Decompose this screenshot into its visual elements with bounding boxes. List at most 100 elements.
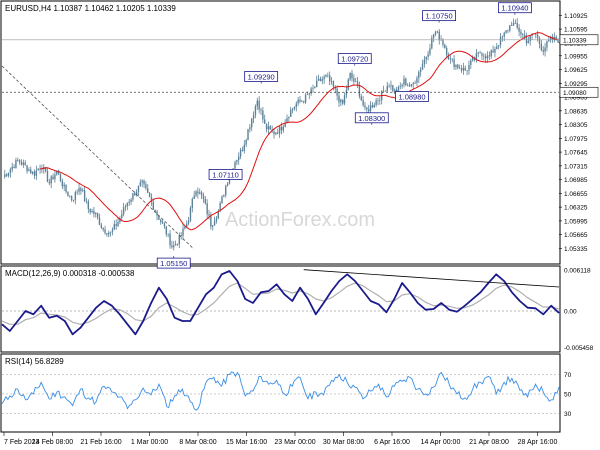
candle-body bbox=[327, 75, 329, 76]
candle-body bbox=[256, 100, 258, 107]
candle-body bbox=[169, 233, 171, 246]
candle-body bbox=[11, 166, 13, 170]
candle-body bbox=[432, 34, 435, 38]
candle-body bbox=[347, 79, 349, 90]
candle-body bbox=[89, 208, 91, 213]
candle-body bbox=[7, 172, 10, 176]
candle-body bbox=[369, 105, 372, 112]
candle-body bbox=[436, 31, 439, 33]
candle-body bbox=[135, 191, 138, 196]
candle-body bbox=[30, 169, 32, 174]
candle-body bbox=[460, 68, 463, 71]
y-tick-label: 1.05335 bbox=[564, 246, 588, 253]
candle-body bbox=[59, 173, 62, 182]
price-label-box bbox=[208, 169, 243, 180]
candle-body bbox=[393, 89, 396, 92]
candle-body bbox=[505, 30, 507, 33]
candle-body bbox=[410, 84, 413, 87]
candle-body bbox=[458, 68, 461, 69]
x-tick-label: 14 Feb 08:00 bbox=[32, 439, 73, 446]
candle-body bbox=[284, 122, 286, 127]
y-tick-label: 1.07315 bbox=[564, 163, 588, 170]
price-label-box bbox=[244, 71, 279, 82]
candle-body bbox=[141, 180, 143, 183]
candle-body bbox=[251, 118, 253, 128]
candle-body bbox=[87, 201, 90, 209]
candle-body bbox=[425, 56, 427, 60]
candle-body bbox=[303, 101, 305, 103]
candle-body bbox=[137, 185, 140, 192]
candle-body bbox=[510, 25, 513, 26]
candle-body bbox=[41, 168, 43, 170]
candle-body bbox=[490, 50, 492, 57]
candle-body bbox=[18, 160, 21, 163]
price-label-text: 1.08300 bbox=[358, 114, 385, 123]
price-label-box bbox=[337, 53, 372, 64]
x-tick-label: 6 Apr 16:00 bbox=[374, 439, 410, 446]
candle-body bbox=[104, 229, 106, 234]
candle-body bbox=[117, 222, 119, 226]
candle-body bbox=[557, 40, 559, 43]
y-tick-label: 1.08305 bbox=[564, 122, 588, 129]
candle-body bbox=[371, 105, 374, 108]
x-tick-label: 23 Mar 00:00 bbox=[274, 439, 315, 446]
candle-body bbox=[314, 87, 316, 88]
candle-body bbox=[306, 94, 309, 96]
candle-body bbox=[212, 225, 214, 227]
candle-body bbox=[464, 67, 466, 71]
candle-body bbox=[83, 190, 86, 201]
candle-body bbox=[267, 126, 270, 130]
candle-body bbox=[150, 197, 153, 202]
candle-body bbox=[419, 69, 422, 72]
candle-body bbox=[39, 168, 41, 170]
candle-body bbox=[438, 31, 440, 41]
macd-panel bbox=[0, 265, 561, 353]
candle-body bbox=[444, 44, 446, 49]
candle-body bbox=[457, 64, 459, 69]
candle-body bbox=[4, 174, 6, 177]
candle-body bbox=[130, 199, 132, 202]
candle-body bbox=[351, 73, 353, 79]
candle-body bbox=[44, 166, 47, 172]
candle-body bbox=[173, 245, 175, 248]
candle-body bbox=[525, 37, 528, 44]
candle-body bbox=[481, 53, 483, 56]
candle-body bbox=[520, 31, 522, 35]
candle-body bbox=[486, 55, 489, 59]
candle-body bbox=[95, 213, 97, 214]
candle-body bbox=[286, 118, 288, 123]
candle-body bbox=[204, 198, 207, 204]
x-tick-label: 21 Apr 08:00 bbox=[469, 439, 509, 446]
candle-body bbox=[544, 47, 546, 52]
candle-body bbox=[102, 227, 104, 230]
candle-body bbox=[379, 99, 381, 101]
candle-body bbox=[100, 224, 103, 228]
candle-body bbox=[340, 99, 342, 103]
macd-y-tick-label: 0.006118 bbox=[564, 268, 591, 275]
candle-body bbox=[408, 85, 411, 87]
candle-body bbox=[291, 108, 294, 111]
candle-body bbox=[65, 184, 67, 192]
candle-body bbox=[401, 84, 403, 87]
candle-body bbox=[499, 36, 502, 46]
x-tick-label: 7 Feb 2023 bbox=[4, 439, 40, 446]
x-tick-label: 8 Mar 08:00 bbox=[179, 439, 216, 446]
candle-body bbox=[445, 48, 448, 56]
candle-body bbox=[33, 171, 36, 176]
candle-body bbox=[278, 126, 281, 134]
candle-body bbox=[399, 86, 401, 87]
candle-body bbox=[148, 192, 151, 198]
candle-body bbox=[264, 119, 266, 124]
candle-body bbox=[282, 126, 284, 131]
candle-body bbox=[427, 54, 429, 57]
watermark: ActionForex.com bbox=[225, 209, 375, 231]
candle-body bbox=[160, 219, 162, 223]
candle-body bbox=[484, 56, 487, 59]
candle-body bbox=[299, 99, 301, 102]
macd-y-tick-label: -0.005458 bbox=[564, 345, 594, 352]
x-tick-label: 21 Feb 16:00 bbox=[80, 439, 121, 446]
candle-body bbox=[54, 174, 56, 180]
candle-body bbox=[421, 64, 424, 70]
candle-body bbox=[245, 139, 247, 145]
